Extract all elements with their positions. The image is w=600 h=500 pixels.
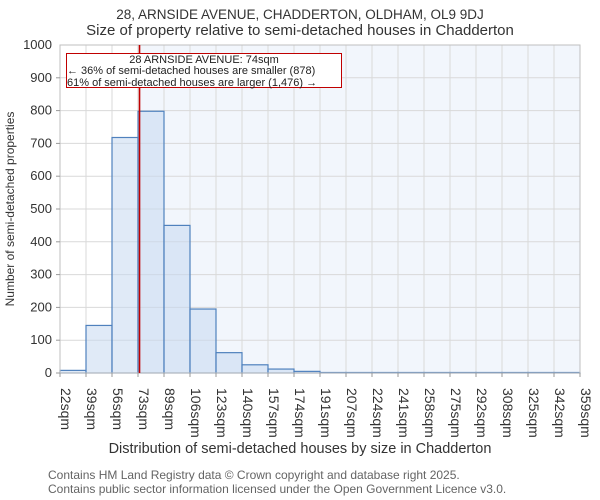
svg-text:275sqm: 275sqm (448, 388, 464, 438)
svg-text:207sqm: 207sqm (344, 388, 360, 438)
svg-text:700: 700 (30, 135, 52, 150)
svg-text:308sqm: 308sqm (500, 388, 516, 438)
svg-text:342sqm: 342sqm (552, 388, 568, 438)
svg-text:106sqm: 106sqm (188, 388, 204, 438)
svg-text:258sqm: 258sqm (422, 388, 438, 438)
svg-text:100: 100 (30, 332, 52, 347)
svg-text:224sqm: 224sqm (370, 388, 386, 438)
svg-text:22sqm: 22sqm (58, 388, 74, 430)
svg-text:73sqm: 73sqm (136, 388, 152, 430)
svg-text:89sqm: 89sqm (162, 388, 178, 430)
svg-text:56sqm: 56sqm (110, 388, 126, 430)
svg-text:300: 300 (30, 267, 52, 282)
svg-text:600: 600 (30, 168, 52, 183)
svg-text:Number of semi-detached proper: Number of semi-detached properties (3, 112, 17, 307)
svg-text:140sqm: 140sqm (240, 388, 256, 438)
svg-text:400: 400 (30, 234, 52, 249)
svg-text:292sqm: 292sqm (474, 388, 490, 438)
svg-text:359sqm: 359sqm (578, 388, 594, 438)
svg-text:191sqm: 191sqm (318, 388, 334, 438)
svg-text:0: 0 (45, 365, 52, 380)
svg-text:325sqm: 325sqm (526, 388, 542, 438)
svg-text:174sqm: 174sqm (292, 388, 308, 438)
svg-text:200: 200 (30, 299, 52, 314)
svg-text:500: 500 (30, 201, 52, 216)
svg-text:157sqm: 157sqm (266, 388, 282, 438)
svg-text:900: 900 (30, 70, 52, 85)
svg-text:800: 800 (30, 103, 52, 118)
svg-text:241sqm: 241sqm (396, 388, 412, 438)
svg-text:123sqm: 123sqm (214, 388, 230, 438)
svg-text:39sqm: 39sqm (84, 388, 100, 430)
svg-text:1000: 1000 (23, 37, 52, 52)
